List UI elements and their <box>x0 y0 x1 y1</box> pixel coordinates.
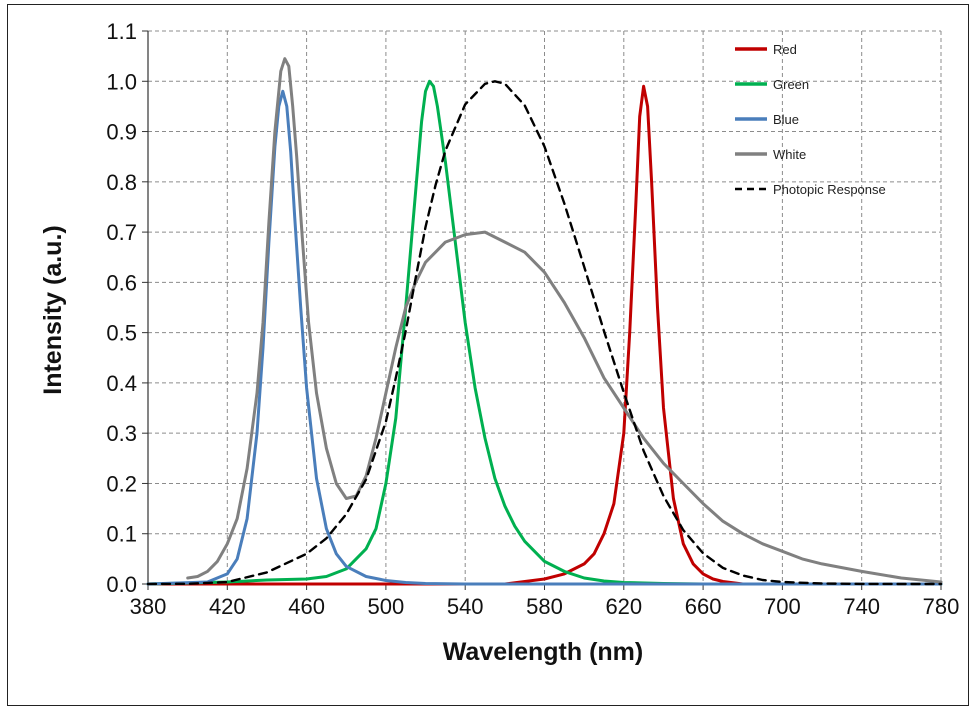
x-tick-label: 380 <box>130 594 167 619</box>
x-tick-labels: 380 420 460 500 540 580 620 660 700 740 780 <box>130 594 960 619</box>
y-tick-label: 0.7 <box>106 220 137 245</box>
legend-label-red: Red <box>773 42 797 57</box>
y-tick-label: 0.3 <box>106 421 137 446</box>
y-tick-label: 1.0 <box>106 69 137 94</box>
x-tick-label: 500 <box>368 594 405 619</box>
x-tick-label: 780 <box>923 594 960 619</box>
y-tick-label: 0.9 <box>106 120 137 145</box>
x-tick-label: 540 <box>447 594 484 619</box>
x-tick-label: 660 <box>685 594 722 619</box>
y-tick-label: 1.1 <box>106 19 137 44</box>
chart-frame <box>7 4 969 706</box>
series-line-blue <box>146 89 943 586</box>
legend-label-blue: Blue <box>773 112 799 127</box>
legend-label-white: White <box>773 147 806 162</box>
series-line-red <box>146 84 943 586</box>
x-tick-label: 620 <box>605 594 642 619</box>
y-axis-title: Intensity (a.u.) <box>39 225 67 394</box>
series-line-green <box>146 79 943 586</box>
x-tick-label: 420 <box>209 594 246 619</box>
y-tick-label: 0.2 <box>106 471 137 496</box>
legend: Red Green Blue White Photopic Response <box>735 42 886 197</box>
axes <box>142 30 942 590</box>
series-line-white <box>186 57 943 584</box>
x-tick-label: 740 <box>843 594 880 619</box>
y-tick-label: 0.8 <box>106 170 137 195</box>
y-tick-label: 0.1 <box>106 522 137 547</box>
y-tick-label: 0.5 <box>106 321 137 346</box>
x-tick-label: 460 <box>288 594 325 619</box>
legend-label-photopic-response: Photopic Response <box>773 182 886 197</box>
grid <box>148 30 942 584</box>
y-tick-label: 0.0 <box>106 572 137 597</box>
y-tick-label: 0.6 <box>106 270 137 295</box>
x-axis-title: Wavelength (nm) <box>443 638 643 666</box>
legend-label-green: Green <box>773 77 809 92</box>
series-lines <box>146 57 943 586</box>
x-tick-label: 580 <box>526 594 563 619</box>
y-tick-labels: 0.0 0.1 0.2 0.3 0.4 0.5 0.6 0.7 0.8 0.9 1.0 1.1 <box>106 19 137 597</box>
x-tick-label: 700 <box>764 594 801 619</box>
y-tick-label: 0.4 <box>106 371 137 396</box>
